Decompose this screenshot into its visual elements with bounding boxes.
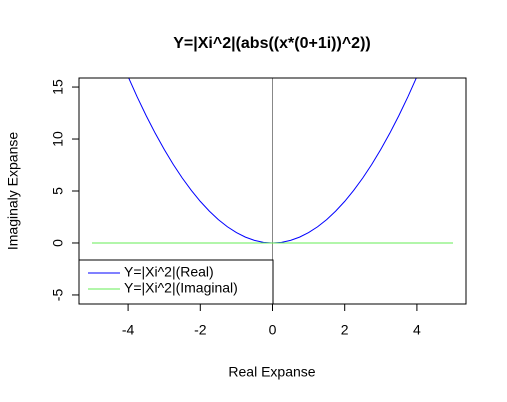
y-tick-label: 0	[50, 239, 66, 247]
x-tick-label: -4	[122, 322, 135, 338]
y-tick-label: 10	[50, 131, 66, 147]
y-tick-label: 5	[50, 187, 66, 195]
x-tick-label: -2	[194, 322, 207, 338]
x-tick-label: 0	[269, 322, 277, 338]
y-tick-label: 15	[50, 79, 66, 95]
x-axis-label: Real Expanse	[228, 364, 315, 380]
chart-title: Y=|Xi^2|(abs((x*(0+1i))^2))	[173, 35, 370, 52]
x-tick-label: 2	[341, 322, 349, 338]
legend-label: Y=|Xi^2|(Real)	[124, 264, 214, 280]
legend-label: Y=|Xi^2|(Imaginal)	[124, 280, 238, 296]
y-tick-label: -5	[50, 289, 66, 302]
legend-box	[78, 259, 274, 305]
y-axis-label: Imaginaly Expanse	[5, 132, 21, 251]
x-tick-label: 4	[413, 322, 421, 338]
